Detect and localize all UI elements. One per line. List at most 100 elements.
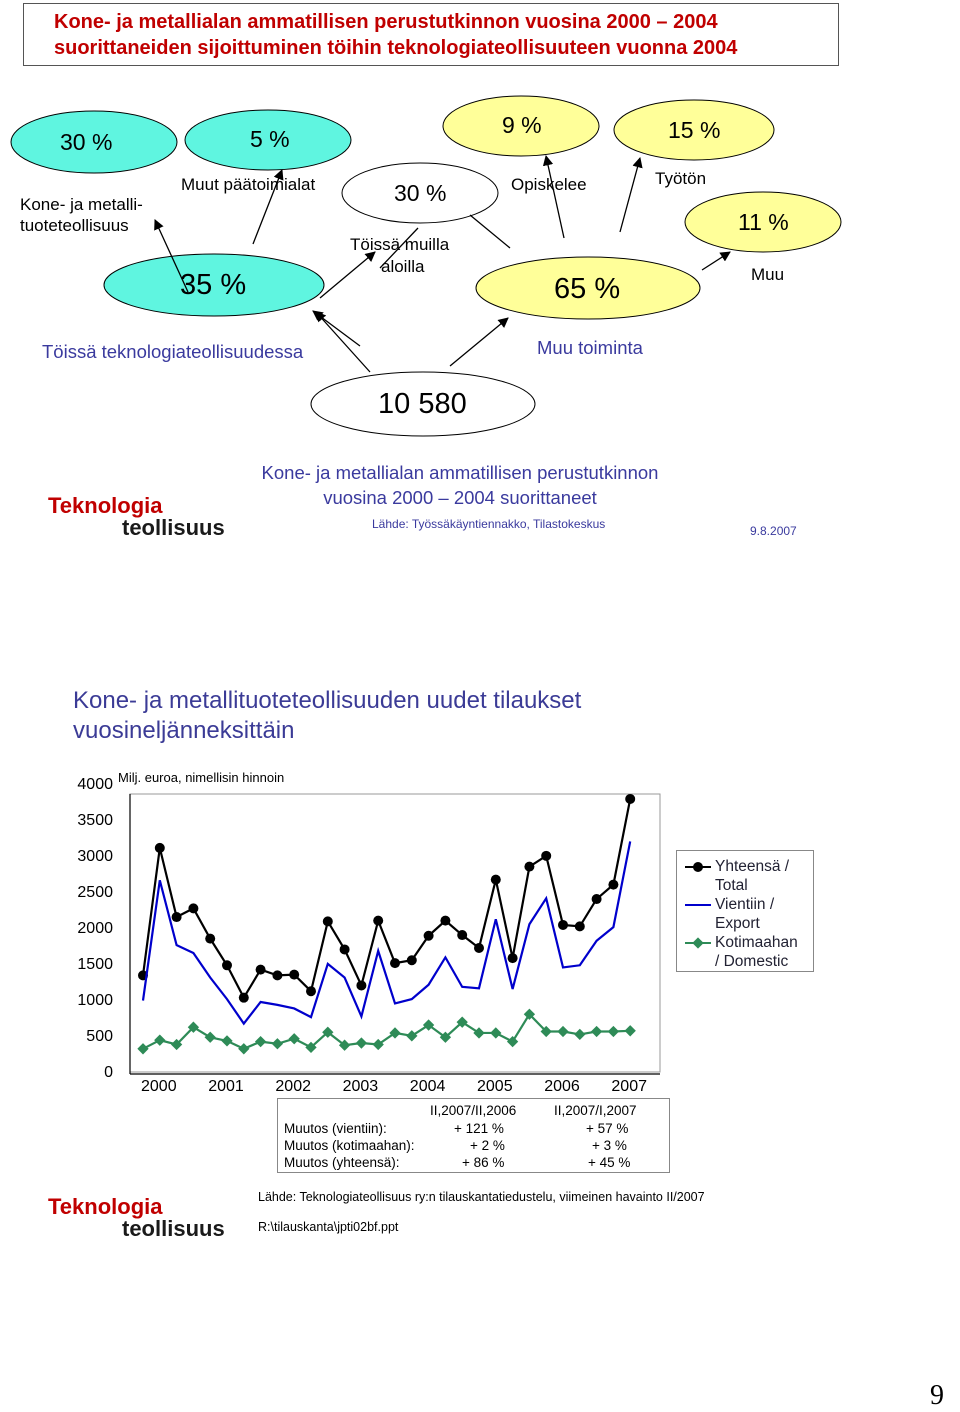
data-point (255, 964, 266, 975)
legend-export-1: Vientiin / (715, 896, 775, 913)
data-point (204, 1031, 216, 1043)
data-point (322, 1026, 334, 1038)
x-tick-label: 2007 (611, 1078, 647, 1095)
data-point (306, 986, 316, 997)
arrow-total-to-teknologia (315, 311, 371, 373)
value-muu-toiminta: 65 % (554, 273, 621, 305)
change-row-v2: + 57 % (586, 1121, 629, 1136)
data-point (389, 1027, 401, 1039)
label-muu: Muu (751, 265, 785, 284)
change-row-v2: + 3 % (592, 1138, 627, 1153)
x-tick-label: 2006 (544, 1078, 580, 1095)
change-row-v1: + 86 % (462, 1155, 505, 1170)
x-tick-label: 2001 (208, 1078, 244, 1095)
arrow-kone-metalli (154, 219, 189, 293)
change-table: II,2007/II,2006 II,2007/I,2007 Muutos (v… (277, 1098, 670, 1173)
x-tick-label: 2000 (141, 1078, 177, 1095)
chart-title-2: vuosineljänneksittäin (73, 717, 295, 744)
change-row-label: Muutos (vientiin): (284, 1121, 387, 1136)
data-point (137, 1043, 149, 1055)
label-kone-metalli-2: tuoteteollisuus (20, 216, 129, 235)
data-point (490, 1027, 502, 1039)
change-row-label: Muutos (kotimaahan): (284, 1138, 415, 1153)
value-muu: 11 % (738, 209, 789, 235)
data-point (272, 970, 283, 981)
oval-muu (684, 191, 842, 253)
oval-total (310, 371, 536, 437)
data-point (338, 1039, 351, 1051)
arrow-toissa-muilla (319, 251, 376, 299)
series-line-1 (141, 841, 632, 1026)
label-opiskelee: Opiskelee (511, 175, 587, 194)
value-total: 10 580 (378, 388, 467, 420)
data-point (608, 879, 619, 890)
oval-toissa-teknologia (103, 253, 325, 317)
label-kone-metalli-1: Kone- ja metalli- (20, 195, 143, 214)
logo-line2: teollisuus (122, 1216, 225, 1241)
oval-toissa-muilla (341, 162, 499, 224)
data-point (440, 915, 451, 926)
value-muut-paatoimialat: 5 % (250, 126, 290, 152)
slide1-title: Kone- ja metallialan ammatillisen perust… (23, 3, 839, 66)
legend-export-2: Export (715, 915, 760, 932)
data-point (205, 933, 216, 944)
x-tick-label: 2003 (342, 1078, 379, 1095)
y-tick-label: 500 (86, 1028, 113, 1045)
data-point (355, 1037, 368, 1049)
change-row-v2: + 45 % (588, 1155, 631, 1170)
arrow-opiskelee-link (469, 214, 511, 249)
data-point (557, 1025, 569, 1038)
data-point (540, 1025, 552, 1038)
data-point (590, 1025, 603, 1038)
data-point (339, 944, 350, 955)
data-point (523, 1008, 536, 1020)
data-point (170, 1038, 183, 1051)
label-toissa-teknologia: Töissä teknologiateollisuudessa (42, 341, 304, 362)
legend-domestic-1: Kotimaahan (715, 934, 798, 951)
slide1-source: Lähde: Työssäkäyntiennakko, Tilastokesku… (372, 517, 606, 531)
oval-opiskelee (442, 95, 600, 157)
y-tick-label: 4000 (77, 776, 113, 793)
data-point (591, 894, 602, 905)
y-tick-label: 2000 (77, 920, 113, 937)
data-point (356, 980, 367, 991)
change-row-label: Muutos (yhteensä): (284, 1155, 400, 1170)
data-point (541, 850, 552, 861)
data-point (271, 1038, 284, 1050)
data-point (422, 1019, 435, 1031)
value-toissa-muilla: 30 % (394, 180, 447, 206)
data-point (254, 1035, 267, 1048)
data-point (558, 919, 568, 930)
chart-title-1: Kone- ja metallituoteteollisuuden uudet … (73, 687, 582, 714)
data-point (171, 912, 182, 923)
series-line-0 (141, 798, 632, 1000)
x-tick-label: 2004 (409, 1078, 446, 1095)
y-tick-label: 3000 (77, 848, 113, 865)
data-point (222, 960, 232, 971)
y-tick-label: 1500 (77, 956, 113, 973)
data-point (238, 1043, 250, 1055)
value-toissa-teknologia: 35 % (180, 269, 247, 301)
change-row-v1: + 2 % (470, 1138, 505, 1153)
label-tyoton: Työtön (655, 169, 707, 188)
data-point (188, 903, 199, 914)
slide1-date: 9.8.2007 (750, 524, 797, 538)
label-muut-paatoimialat: Muut päätoimialat (181, 175, 316, 194)
legend-marker-domestic (692, 937, 704, 949)
data-point (288, 1033, 300, 1045)
oval-muu-toiminta (475, 256, 701, 320)
change-row-v1: + 121 % (454, 1121, 504, 1136)
data-point (221, 1035, 233, 1047)
y-tick-label: 0 (104, 1064, 113, 1081)
x-tick-label: 2005 (477, 1078, 513, 1095)
page-number: 9 (930, 1380, 944, 1411)
legend-total-1: Yhteensä / (715, 858, 790, 875)
oval-kone-metalli (10, 110, 178, 174)
label-toissa-muilla-1: Töissä muilla (350, 235, 450, 254)
y-tick-label: 3500 (77, 812, 113, 829)
data-point (305, 1041, 317, 1054)
data-point (457, 930, 468, 941)
logo-teknologiateollisuus-1: Teknologia teollisuus (48, 495, 225, 539)
arrow-total-to-muilla (379, 227, 419, 269)
